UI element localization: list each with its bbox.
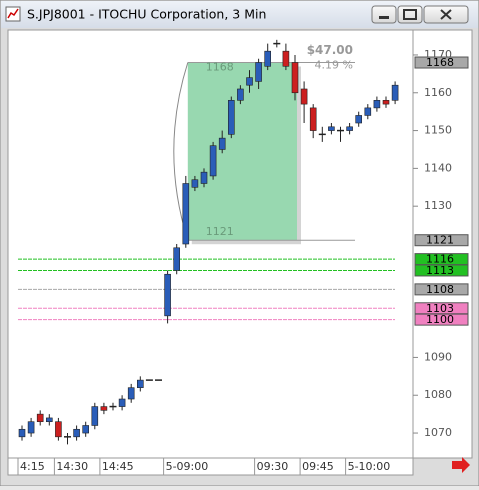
measure-percent: 4.19 %: [315, 59, 353, 72]
candle-body: [118, 398, 126, 407]
candle-body: [346, 126, 353, 131]
time-axis: [7, 457, 414, 476]
candle-body: [173, 247, 180, 271]
candle-body: [291, 62, 299, 94]
y-tick-label: 1070: [424, 426, 452, 439]
x-tick-label: 4:15: [20, 460, 45, 473]
price-box: [414, 264, 469, 277]
candle-body: [246, 77, 253, 86]
candle-body: [191, 179, 199, 188]
candle-body: [309, 107, 317, 131]
price-box-label: 1113: [426, 264, 454, 277]
candle-body: [55, 421, 62, 438]
y-tick-label: 1140: [424, 161, 452, 174]
candle-body: [100, 406, 108, 411]
measure-start-label: 1121: [206, 225, 234, 238]
candle-body: [282, 50, 290, 67]
candle-body: [391, 84, 399, 101]
price-box-label: 1121: [426, 234, 454, 247]
close-button[interactable]: [423, 5, 469, 24]
y-tick-label: 1090: [424, 350, 452, 363]
y-tick-label: 1080: [424, 388, 452, 401]
candle-body: [300, 88, 308, 105]
candle-body: [182, 183, 190, 245]
measure-bracket: [173, 62, 189, 241]
price-box: [414, 234, 469, 247]
candle-body: [137, 379, 144, 388]
price-box-label: 1116: [426, 253, 454, 266]
x-tick-label: 09:30: [257, 460, 289, 473]
y-tick-label: 1150: [424, 124, 452, 137]
candle-body: [36, 413, 44, 423]
candle-body: [373, 100, 381, 109]
candle-body: [382, 100, 390, 105]
x-tick-label: 5-10:00: [348, 460, 391, 473]
candle-body: [218, 137, 226, 150]
candle-body: [127, 387, 135, 400]
measure-end-label: 1168: [206, 61, 234, 74]
x-tick-label: 14:30: [56, 460, 88, 473]
candle-body: [228, 100, 235, 135]
price-box-label: 1108: [426, 283, 454, 296]
measure-change: $47.00: [307, 43, 353, 57]
candle-body: [264, 50, 272, 67]
x-tick-label: 14:45: [102, 460, 134, 473]
candle-body: [355, 115, 363, 124]
candle-body: [27, 421, 35, 434]
price-box: [414, 283, 469, 296]
y-tick-label: 1160: [424, 86, 452, 99]
price-box-label: 1168: [426, 56, 454, 69]
price-box: [414, 56, 469, 69]
x-tick-label: 5-09:00: [166, 460, 209, 473]
x-tick-label: 09:45: [302, 460, 334, 473]
maximize-button[interactable]: [397, 5, 423, 24]
candle-body: [91, 406, 99, 426]
candle-body: [364, 107, 372, 116]
minimize-button[interactable]: [371, 5, 397, 24]
candle-body: [237, 88, 244, 101]
candle-body: [328, 126, 335, 131]
price-box-label: 1100: [426, 313, 454, 326]
window-icon: [5, 6, 21, 22]
candle-body: [82, 425, 89, 434]
price-box-label: 1103: [426, 302, 454, 315]
candle-body: [200, 171, 208, 184]
price-box: [414, 313, 469, 326]
window-title: S.JPJ8001 - ITOCHU Corporation, 3 Min: [27, 7, 266, 22]
y-tick-label: 1130: [424, 199, 452, 212]
candle-body: [45, 417, 53, 423]
candle-body: [255, 62, 262, 82]
scroll-arrow[interactable]: [452, 457, 470, 473]
candle-body: [73, 428, 80, 438]
candle-body: [18, 428, 26, 438]
candle-body: [164, 273, 171, 317]
candle-body: [209, 145, 217, 177]
